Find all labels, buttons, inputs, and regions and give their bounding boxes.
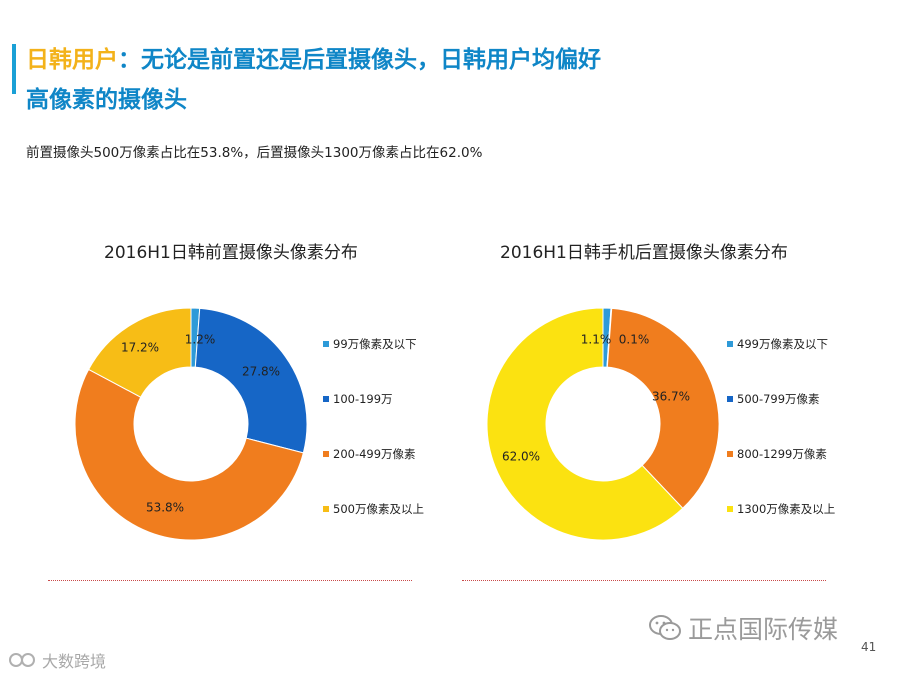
- rear-camera-chart: 2016H1日韩手机后置摄像头像素分布 1.1% 0.1% 36.7% 62.0% 4…: [460, 232, 880, 572]
- watermark-text: 正点国际传媒: [688, 615, 839, 644]
- slide-title-line2: 高像素的摄像头: [26, 87, 187, 113]
- legend-item: 1300万像素及以上: [727, 495, 835, 523]
- data-label: 1.1%: [581, 333, 612, 347]
- legend-label: 500-799万像素: [737, 392, 820, 406]
- donut-chart-svg: 1.2% 27.8% 53.8% 17.2%: [74, 307, 308, 541]
- front-camera-chart: 2016H1日韩前置摄像头像素分布 1.2% 27.8% 53.8% 17.2% 99…: [40, 232, 460, 572]
- legend-label: 100-199万: [333, 392, 393, 406]
- data-label: 1.2%: [185, 333, 216, 347]
- legend-swatch: [323, 341, 329, 347]
- legend-item: 99万像素及以下: [323, 330, 424, 358]
- legend-item: 100-199万: [323, 385, 424, 413]
- data-label: 17.2%: [121, 341, 159, 355]
- legend-swatch: [323, 506, 329, 512]
- divider-line: [48, 580, 412, 581]
- legend-swatch: [323, 451, 329, 457]
- data-label: 36.7%: [652, 390, 690, 404]
- data-label: 0.1%: [619, 333, 650, 347]
- legend-label: 500万像素及以上: [333, 502, 424, 516]
- wechat-icon: [649, 615, 681, 640]
- slide-title-rest: ：无论是前置还是后置摄像头，日韩用户均偏好: [118, 47, 601, 73]
- legend-item: 500万像素及以上: [323, 495, 424, 523]
- donut-slice: [486, 307, 684, 541]
- donut-slice: [194, 307, 308, 454]
- legend-swatch: [323, 396, 329, 402]
- slide-title: 日韩用户：无论是前置还是后置摄像头，日韩用户均偏好 高像素的摄像头: [26, 40, 601, 120]
- page-number: 41: [861, 640, 877, 654]
- slide-title-highlight: 日韩用户: [26, 47, 118, 73]
- legend-swatch: [727, 396, 733, 402]
- data-label: 53.8%: [146, 501, 184, 515]
- legend-swatch: [727, 506, 733, 512]
- legend-label: 499万像素及以下: [737, 337, 828, 351]
- donut-slice: [74, 368, 304, 541]
- donut-slice: [87, 307, 192, 398]
- watermark-text: 大数跨境: [42, 652, 107, 671]
- divider-line: [462, 580, 826, 581]
- watermark-logo-icon: [9, 653, 35, 667]
- legend-label: 200-499万像素: [333, 447, 416, 461]
- donut-chart-svg: 1.1% 0.1% 36.7% 62.0%: [486, 307, 720, 541]
- slide-subtitle: 前置摄像头500万像素占比在53.8%，后置摄像头1300万像素占比在62.0%: [26, 145, 483, 161]
- chart-legend: 499万像素及以下 500-799万像素 800-1299万像素 1300万像素…: [727, 330, 835, 550]
- legend-item: 500-799万像素: [727, 385, 835, 413]
- legend-swatch: [727, 451, 733, 457]
- legend-label: 99万像素及以下: [333, 337, 417, 351]
- legend-item: 499万像素及以下: [727, 330, 835, 358]
- legend-item: 200-499万像素: [323, 440, 424, 468]
- chart-legend: 99万像素及以下 100-199万 200-499万像素 500万像素及以上: [323, 330, 424, 550]
- legend-label: 800-1299万像素: [737, 447, 827, 461]
- data-label: 62.0%: [502, 450, 540, 464]
- chart-title: 2016H1日韩前置摄像头像素分布: [104, 243, 358, 263]
- title-accent-bar: [12, 44, 16, 94]
- donut-slice: [606, 307, 720, 509]
- legend-swatch: [727, 341, 733, 347]
- legend-label: 1300万像素及以上: [737, 502, 836, 516]
- legend-item: 800-1299万像素: [727, 440, 835, 468]
- chart-title: 2016H1日韩手机后置摄像头像素分布: [500, 243, 788, 263]
- data-label: 27.8%: [242, 365, 280, 379]
- wechat-watermark: 正点国际传媒: [648, 610, 838, 646]
- source-watermark: 大数跨境: [8, 648, 106, 672]
